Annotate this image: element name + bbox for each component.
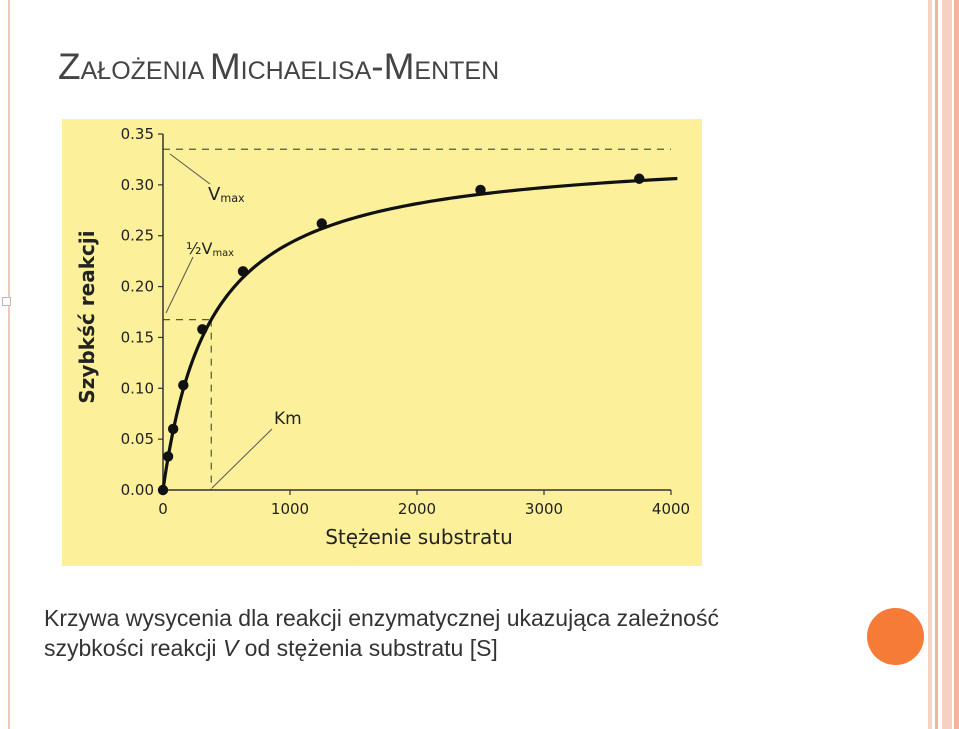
y-tick-label: 0.05 [121, 430, 154, 448]
saturation-chart: 0.00 0.05 0.10 0.15 0.20 0.25 0.30 0.35 0 1000 200… [75, 125, 690, 549]
x-tick-label: 2000 [398, 500, 436, 518]
y-tick-label: 0.25 [121, 227, 154, 245]
y-axis-title: Szybkść reakcji [75, 230, 99, 403]
caption-line-1: Krzywa wysycenia dla reakcji enzymatyczn… [44, 605, 719, 631]
chart-panel: 0.00 0.05 0.10 0.15 0.20 0.25 0.30 0.35 0 1000 200… [62, 119, 702, 566]
slide-left-border [8, 0, 10, 729]
title-part: M [209, 46, 241, 87]
vmax-label: Vmax [208, 184, 245, 205]
vmax-label-sub: max [220, 192, 245, 205]
y-tick-label: 0.35 [121, 125, 154, 143]
data-point [157, 484, 169, 496]
title-part: AŁOŻENIA [80, 57, 210, 85]
x-tick-label: 4000 [652, 500, 690, 518]
vmax-label-main: V [208, 184, 221, 205]
x-axis-title: Stężenie substratu [325, 525, 513, 549]
data-point [197, 324, 208, 335]
y-tick-label: 0.20 [121, 278, 154, 296]
slide-title: ZAŁOŻENIA MICHAELISA-MENTEN [58, 46, 499, 88]
y-tick-label: 0.00 [121, 481, 154, 499]
saturation-curve [161, 176, 678, 492]
slide-left-marker [2, 297, 11, 306]
axes [158, 133, 672, 495]
y-tick-label: 0.15 [121, 328, 154, 346]
data-point [237, 266, 249, 277]
title-part: ICHAELISA [240, 57, 372, 85]
slide-right-stripe [928, 0, 932, 729]
guide-lines [163, 148, 671, 490]
accent-circle [867, 608, 924, 665]
y-tick-label: 0.30 [121, 176, 154, 194]
half-vmax-label-main: ½V [186, 239, 213, 258]
x-tick-label: 0 [158, 500, 168, 518]
half-vmax-label-sub: max [212, 248, 234, 259]
slide-right-stripe [942, 0, 952, 729]
slide-caption: Krzywa wysycenia dla reakcji enzymatyczn… [44, 603, 864, 663]
caption-line-2-end: od stężenia substratu [S] [238, 635, 498, 661]
data-points [157, 173, 645, 496]
caption-line-2-start: szybkości reakcji [44, 635, 223, 661]
curve-line [161, 176, 678, 492]
data-point [167, 423, 179, 435]
axis-labels: 0.00 0.05 0.10 0.15 0.20 0.25 0.30 0.35 0 1000 200… [75, 125, 690, 549]
caption-variable-v: V [222, 635, 239, 661]
slide-right-stripe [954, 0, 959, 729]
half-vmax-label: ½Vmax [186, 239, 234, 259]
km-leader-line [211, 428, 273, 489]
y-tick-label: 0.10 [121, 379, 154, 397]
vmax-leader-line [169, 153, 211, 185]
x-tick-label: 1000 [271, 500, 309, 518]
km-label-main: Km [274, 409, 302, 429]
title-part: ENTEN [414, 57, 500, 85]
data-point [178, 380, 189, 391]
caption-line-2: szybkości reakcji V od stężenia substrat… [44, 633, 864, 663]
data-point [475, 184, 486, 196]
km-label: Km [274, 409, 302, 429]
title-part: Z [58, 46, 81, 87]
data-point [634, 173, 645, 184]
title-part: -M [371, 46, 415, 87]
data-point [316, 218, 327, 229]
slide-right-stripe [935, 0, 938, 729]
data-point [162, 451, 174, 462]
x-tick-label: 3000 [525, 500, 563, 518]
half-vmax-leader-line [165, 256, 194, 314]
